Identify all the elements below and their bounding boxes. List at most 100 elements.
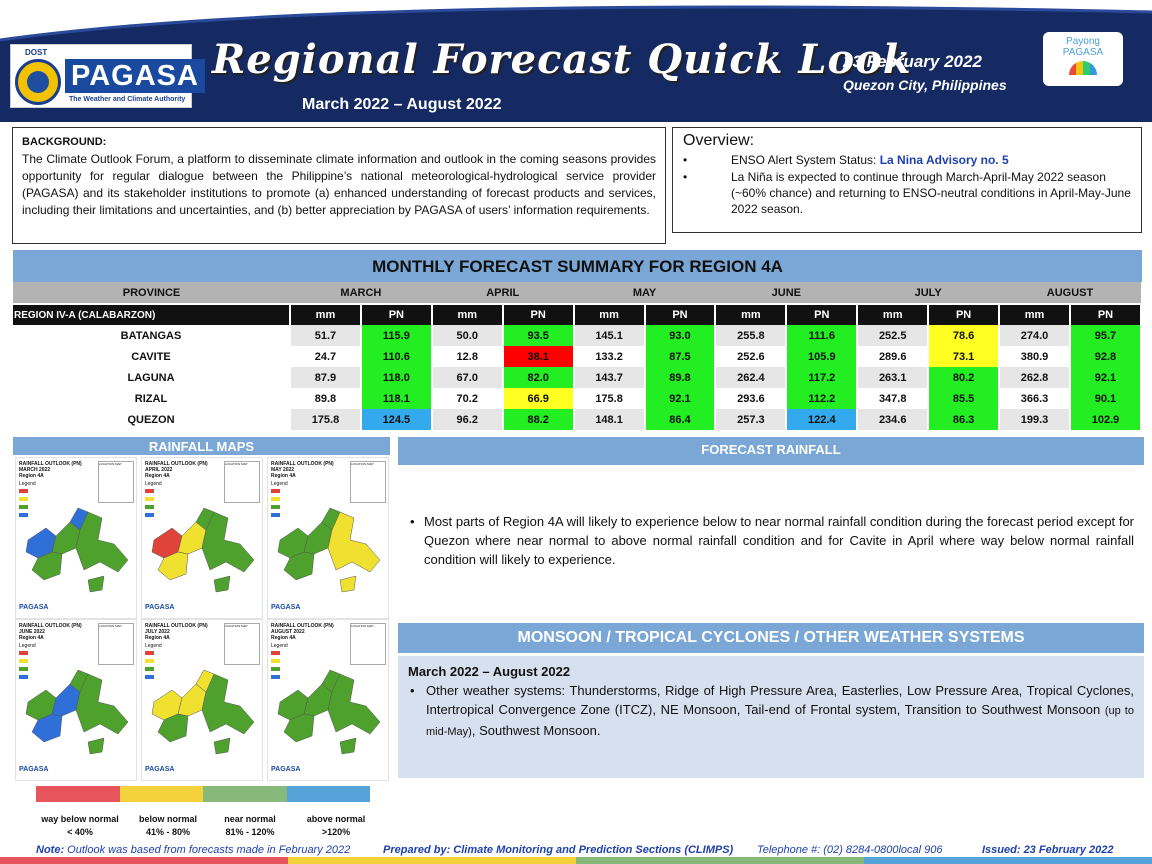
- rainfall-mm-cell: 293.6: [715, 388, 788, 409]
- percent-normal-cell: 124.5: [360, 409, 433, 430]
- rainfall-mm-cell: 133.2: [573, 346, 646, 367]
- table-row: BATANGAS 51.7 115.9 50.0 93.5 145.1 93.0 255.8 1…: [13, 325, 1143, 346]
- rainfall-mm-cell: 252.6: [715, 346, 788, 367]
- rainfall-mm-cell: 70.2: [431, 388, 504, 409]
- scale-swatch: [286, 786, 370, 802]
- footer-bar-segment: [288, 857, 576, 864]
- rainfall-mm-cell: 234.6: [857, 409, 930, 430]
- percent-normal-cell: 115.9: [360, 325, 433, 346]
- background-box: BACKGROUND: The Climate Outlook Forum, a…: [12, 127, 666, 244]
- rainfall-mm-cell: 143.7: [573, 367, 646, 388]
- region-4a-map: [25, 669, 129, 755]
- unit-pn: PN: [928, 304, 1001, 325]
- province-name: QUEZON: [13, 409, 291, 430]
- map-legend: Legend: [19, 480, 36, 520]
- map-title: RAINFALL OUTLOOK (PN) JULY 2022 Region 4A: [145, 623, 208, 641]
- overview-heading: Overview:: [683, 132, 755, 149]
- map-legend: Legend: [271, 642, 288, 682]
- percent-normal-cell: 93.0: [644, 325, 717, 346]
- percent-normal-cell: 118.0: [360, 367, 433, 388]
- percent-normal-cell: 87.5: [644, 346, 717, 367]
- rainfall-mm-cell: 67.0: [431, 367, 504, 388]
- table-row: CAVITE 24.7 110.6 12.8 38.1 133.2 87.5 252.6 105…: [13, 346, 1143, 367]
- overview-box: Overview: ENSO Alert System Status: La N…: [672, 127, 1142, 233]
- payong-line1: Payong: [1066, 36, 1100, 47]
- province-name: LAGUNA: [13, 367, 291, 388]
- percent-normal-cell: 117.2: [786, 367, 859, 388]
- region-4a-map: [277, 507, 381, 593]
- col-month: MAY: [573, 282, 716, 305]
- forecast-rainfall-text: Most parts of Region 4A will likely to e…: [408, 512, 1134, 569]
- rainfall-mm-cell: 145.1: [573, 325, 646, 346]
- page-header: DOST PAGASA The Weather and Climate Auth…: [0, 0, 1152, 122]
- location-map: LOCATION MAP: [98, 623, 134, 665]
- rainfall-mm-cell: 347.8: [857, 388, 930, 409]
- footer-telephone: Telephone #: (02) 8284-0800local 906: [757, 844, 943, 856]
- monsoon-text-b: , Southwest Monsoon.: [471, 723, 601, 738]
- rainfall-mm-cell: 175.8: [290, 409, 362, 430]
- region-4a-map: [277, 669, 381, 755]
- payong-pagasa-logo: Payong PAGASA: [1043, 32, 1123, 86]
- rainfall-mm-cell: 257.3: [715, 409, 788, 430]
- percent-normal-cell: 90.1: [1069, 388, 1143, 409]
- percent-normal-cell: 105.9: [786, 346, 859, 367]
- monsoon-text-small: (up to mid-May): [426, 705, 1134, 738]
- unit-mm: mm: [290, 304, 362, 325]
- col-month: JULY: [857, 282, 1000, 305]
- percent-normal-cell: 73.1: [928, 346, 1001, 367]
- forecast-table: PROVINCE MARCH APRIL MAY JUNE JULY AUGUS…: [13, 282, 1143, 430]
- umbrella-icon: [1069, 61, 1097, 75]
- scale-label: above normal >120%: [306, 814, 366, 837]
- footer-issued: Issued: 23 February 2022: [982, 844, 1114, 856]
- footer-note: Note: Outlook was based from forecasts m…: [36, 844, 350, 856]
- rainfall-map-april: RAINFALL OUTLOOK (PN) APRIL 2022 Region 4A…: [141, 457, 263, 619]
- rainfall-map-june: RAINFALL OUTLOOK (PN) JUNE 2022 Region 4A L…: [15, 619, 137, 781]
- payong-line2: PAGASA: [1062, 47, 1104, 58]
- rainfall-mm-cell: 89.8: [290, 388, 362, 409]
- rainfall-mm-cell: 51.7: [290, 325, 362, 346]
- pagasa-emblem-icon: [15, 59, 61, 105]
- logo-wordmark: PAGASA: [65, 59, 205, 93]
- percent-normal-cell: 92.8: [1069, 346, 1143, 367]
- monsoon-text-a: Other weather systems: Thunderstorms, Ri…: [426, 683, 1134, 717]
- footer-bar-segment: [0, 857, 288, 864]
- percent-normal-cell: 111.6: [786, 325, 859, 346]
- enso-advisory: La Nina Advisory no. 5: [879, 153, 1009, 167]
- rainfall-mm-cell: 12.8: [431, 346, 504, 367]
- tile-pagasa-logo: PAGASA: [145, 604, 175, 611]
- region-4a-map: [151, 507, 255, 593]
- rainfall-mm-cell: 148.1: [573, 409, 646, 430]
- percent-normal-cell: 112.2: [786, 388, 859, 409]
- footer-prepared: Prepared by: Climate Monitoring and Pred…: [383, 844, 734, 856]
- province-name: CAVITE: [13, 346, 291, 367]
- rainfall-mm-cell: 87.9: [290, 367, 362, 388]
- map-legend: Legend: [145, 642, 162, 682]
- col-month: MARCH: [290, 282, 432, 305]
- percent-normal-cell: 38.1: [502, 346, 575, 367]
- map-legend: Legend: [145, 480, 162, 520]
- header-band: [0, 5, 1152, 122]
- rainfall-mm-cell: 263.1: [857, 367, 930, 388]
- table-row: LAGUNA 87.9 118.0 67.0 82.0 143.7 89.8 262.4 117…: [13, 367, 1143, 388]
- unit-mm: mm: [999, 304, 1071, 325]
- forecast-rainfall-title: FORECAST RAINFALL: [398, 437, 1144, 465]
- table-header-row: PROVINCE MARCH APRIL MAY JUNE JULY AUGUS…: [13, 282, 1141, 305]
- forecast-rainfall-body: Most parts of Region 4A will likely to e…: [398, 466, 1144, 616]
- rainfall-maps-title: RAINFALL MAPS: [13, 437, 390, 455]
- col-province: PROVINCE: [13, 282, 290, 305]
- rainfall-mm-cell: 262.4: [715, 367, 788, 388]
- rainfall-mm-cell: 289.6: [857, 346, 930, 367]
- map-legend: Legend: [271, 480, 288, 520]
- footer-note-label: Note:: [36, 844, 65, 856]
- scale-swatch: [203, 786, 287, 802]
- table-row: RIZAL 89.8 118.1 70.2 66.9 175.8 92.1 293.6 112.…: [13, 388, 1143, 409]
- map-title: RAINFALL OUTLOOK (PN) APRIL 2022 Region 4A: [145, 461, 208, 479]
- monsoon-body: March 2022 – August 2022 Other weather s…: [398, 656, 1144, 778]
- rainfall-mm-cell: 380.9: [999, 346, 1071, 367]
- rainfall-mm-cell: 199.3: [999, 409, 1071, 430]
- province-name: RIZAL: [13, 388, 291, 409]
- percent-normal-cell: 88.2: [502, 409, 575, 430]
- location-map: LOCATION MAP: [350, 623, 386, 665]
- footer-color-bar: [0, 857, 1152, 864]
- scale-label: way below normal < 40%: [41, 814, 119, 837]
